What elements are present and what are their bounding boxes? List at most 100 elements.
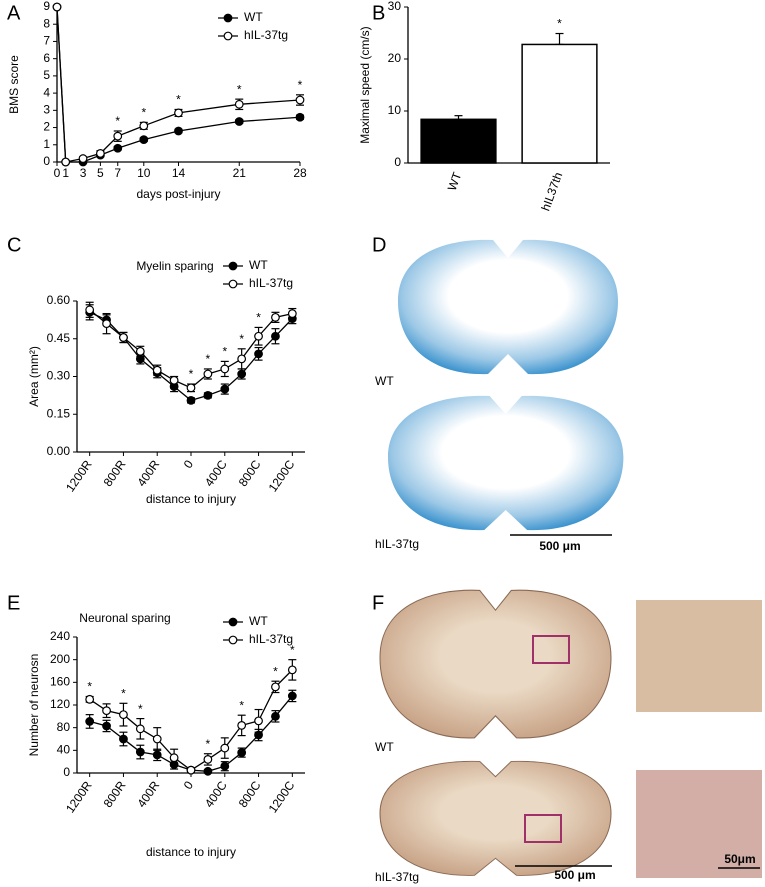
y-tick-label: 30	[388, 0, 402, 13]
marker	[234, 117, 244, 126]
significance-star: *	[176, 93, 181, 107]
significance-star: *	[222, 345, 227, 359]
legend-marker	[228, 279, 238, 289]
x-tick-label: 400C	[202, 457, 230, 489]
marker	[203, 390, 213, 400]
significance-star: *	[298, 78, 303, 92]
y-tick-label: 0	[394, 155, 401, 169]
marker	[85, 717, 95, 726]
legend-label: hIL-37tg	[244, 28, 288, 42]
significance-star: *	[290, 643, 295, 657]
y-tick-label: 200	[50, 652, 70, 666]
y-tick-label: 0	[43, 154, 50, 168]
zoom-box	[532, 635, 570, 664]
y-tick-label: 0.60	[47, 293, 71, 307]
marker	[295, 95, 305, 105]
marker	[102, 721, 111, 731]
image-label: WT	[375, 740, 394, 754]
legend-label: WT	[249, 614, 268, 628]
marker	[203, 766, 213, 776]
inset-image	[636, 770, 762, 878]
x-tick-label: WT	[445, 170, 465, 193]
legend-marker	[223, 31, 233, 41]
chart-title: Myelin sparing	[136, 259, 213, 273]
marker	[287, 309, 297, 318]
marker	[135, 724, 145, 734]
image-label: hIL-37tg	[375, 870, 419, 884]
significance-star: *	[115, 114, 120, 128]
y-tick-label: 120	[50, 697, 70, 711]
x-tick-label: 400R	[134, 457, 162, 489]
y-tick-label: 20	[388, 51, 402, 65]
x-tick-label: 1200C	[266, 778, 298, 815]
panel-letter: E	[7, 592, 20, 614]
marker	[139, 135, 149, 145]
panel-letter: C	[7, 234, 21, 256]
marker	[135, 346, 145, 356]
y-tick-label: 240	[50, 629, 70, 643]
section-image	[398, 239, 618, 375]
x-tick-label: 3	[80, 166, 87, 180]
x-tick-label: 800C	[236, 778, 264, 810]
marker	[85, 305, 95, 315]
bar	[521, 43, 598, 164]
scale-label: 500 μm	[539, 539, 580, 553]
marker	[271, 331, 280, 341]
marker	[119, 734, 128, 744]
x-tick-label: 400C	[202, 778, 230, 810]
x-axis-label: distance to injury	[146, 492, 236, 506]
marker	[61, 157, 71, 167]
marker	[186, 765, 196, 775]
marker	[169, 375, 179, 385]
legend-label: WT	[244, 10, 263, 24]
legend-label: WT	[249, 258, 268, 272]
significance-star: *	[273, 664, 278, 678]
y-tick-label: 0.15	[47, 406, 71, 420]
marker	[203, 755, 213, 764]
marker	[152, 365, 162, 375]
x-axis-label: distance to injury	[146, 845, 236, 859]
marker	[271, 312, 280, 322]
x-tick-label: 800R	[101, 457, 129, 489]
marker	[220, 761, 230, 771]
x-tick-label: 0	[181, 778, 196, 792]
x-tick-label: 1200R	[63, 778, 95, 815]
marker	[85, 694, 95, 704]
y-axis-label: Number of neurosn	[27, 654, 41, 757]
significance-star: *	[121, 686, 126, 700]
x-tick-label: 400R	[134, 778, 162, 810]
marker	[237, 369, 247, 379]
x-tick-label: 1200C	[266, 457, 298, 494]
marker	[102, 319, 111, 329]
x-tick-label: 0	[54, 166, 61, 180]
marker	[119, 710, 128, 720]
x-tick-label: hIL37th	[538, 170, 565, 212]
marker	[295, 112, 305, 122]
significance-star: *	[557, 17, 562, 31]
y-tick-label: 160	[50, 675, 70, 689]
zoom-box	[524, 814, 562, 843]
legend-marker	[228, 261, 238, 271]
marker	[174, 108, 183, 118]
y-tick-label: 1	[43, 137, 50, 151]
marker	[220, 384, 230, 394]
section-image	[379, 760, 612, 876]
marker	[174, 126, 183, 136]
marker	[237, 354, 247, 364]
scale-label: 50μm	[724, 852, 755, 866]
significance-star: *	[206, 352, 211, 366]
y-tick-label: 6	[43, 51, 50, 65]
marker	[113, 131, 123, 141]
y-tick-label: 7	[43, 34, 50, 48]
marker	[95, 148, 105, 158]
marker	[254, 331, 263, 341]
y-tick-label: 8	[43, 16, 50, 30]
marker	[169, 753, 179, 763]
legend-label: hIL-37tg	[249, 632, 293, 646]
panel-letter: D	[372, 234, 386, 256]
significance-star: *	[239, 332, 244, 346]
panel-letter: B	[372, 2, 385, 24]
inset-image	[636, 600, 762, 712]
legend-marker	[228, 635, 238, 645]
x-tick-label: 14	[172, 166, 186, 180]
